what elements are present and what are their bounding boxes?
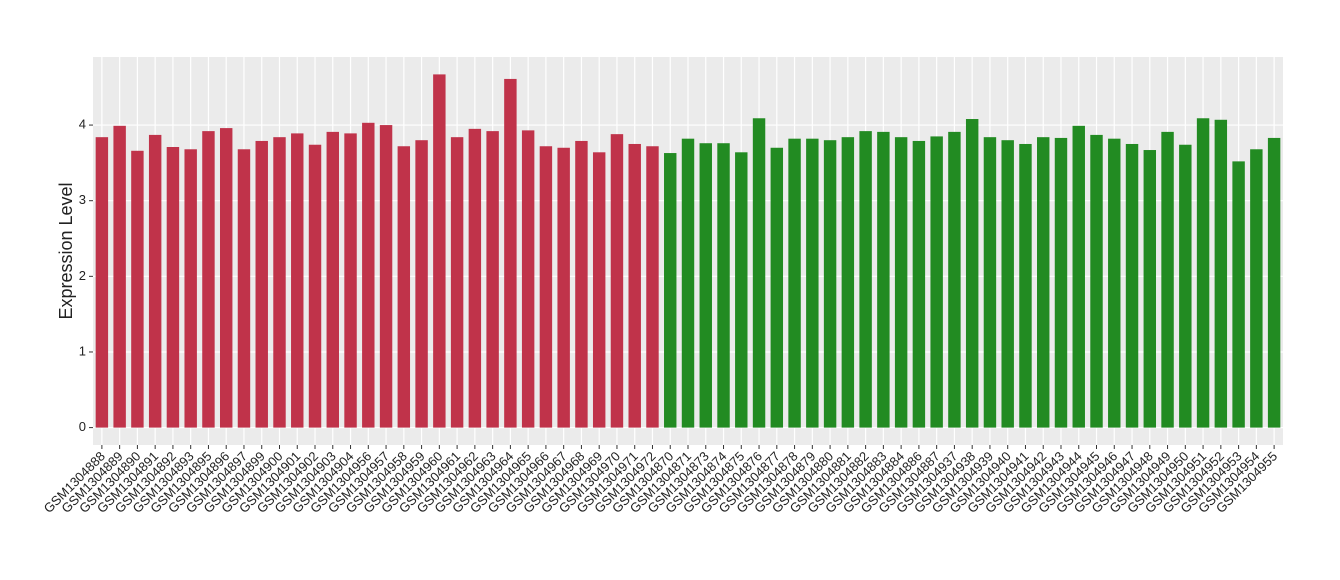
bar <box>1073 126 1085 428</box>
y-tick-label: 4 <box>79 117 86 132</box>
bar <box>753 118 765 427</box>
bar <box>646 146 658 427</box>
bar <box>682 139 694 428</box>
bar <box>1268 138 1280 428</box>
bar <box>184 149 196 427</box>
bar <box>415 140 427 427</box>
bar <box>771 148 783 428</box>
bar <box>273 137 285 427</box>
y-tick-label: 0 <box>79 419 86 434</box>
y-tick-label: 3 <box>79 192 86 207</box>
bar <box>486 131 498 427</box>
bar <box>948 132 960 428</box>
bar <box>220 128 232 428</box>
bar <box>1179 145 1191 428</box>
bar <box>131 151 143 428</box>
bar <box>788 139 800 428</box>
bar <box>380 125 392 428</box>
bar <box>469 129 481 428</box>
bar <box>984 137 996 427</box>
bar <box>842 137 854 427</box>
bar <box>1055 138 1067 428</box>
bar <box>966 119 978 428</box>
bar <box>1250 149 1262 427</box>
bar <box>344 133 356 427</box>
bar <box>327 132 339 428</box>
bar <box>256 141 268 428</box>
bar <box>664 153 676 428</box>
bar <box>1197 118 1209 427</box>
bar <box>735 152 747 427</box>
y-tick-label: 2 <box>79 268 86 283</box>
bar <box>717 143 729 427</box>
bar <box>167 147 179 428</box>
bar <box>504 79 516 428</box>
bar <box>611 134 623 427</box>
bar <box>629 144 641 428</box>
bar <box>398 146 410 427</box>
bar <box>433 74 445 427</box>
bar <box>451 137 463 427</box>
bar <box>575 141 587 428</box>
bar <box>593 152 605 427</box>
bar <box>700 143 712 427</box>
bar <box>522 130 534 427</box>
bar <box>913 141 925 428</box>
bar <box>557 148 569 428</box>
bar <box>291 133 303 427</box>
bar <box>1161 132 1173 428</box>
bar <box>1215 120 1227 428</box>
bar <box>1144 150 1156 428</box>
bar <box>930 136 942 427</box>
bar <box>362 123 374 428</box>
bar <box>113 126 125 428</box>
bar <box>895 137 907 427</box>
bar <box>1090 135 1102 428</box>
bar <box>96 137 108 427</box>
bar <box>859 131 871 427</box>
bar <box>877 132 889 428</box>
bar <box>540 146 552 427</box>
y-tick-label: 1 <box>79 343 86 358</box>
bar <box>1126 144 1138 428</box>
bar <box>1001 140 1013 427</box>
bar <box>824 140 836 427</box>
bar <box>806 139 818 428</box>
bar <box>149 135 161 428</box>
bar <box>1019 144 1031 428</box>
bar <box>238 149 250 427</box>
bar <box>202 131 214 427</box>
bar <box>1232 161 1244 427</box>
bar <box>309 145 321 428</box>
bar <box>1037 137 1049 427</box>
y-axis-label: Expression Level <box>56 182 76 319</box>
bar <box>1108 139 1120 428</box>
